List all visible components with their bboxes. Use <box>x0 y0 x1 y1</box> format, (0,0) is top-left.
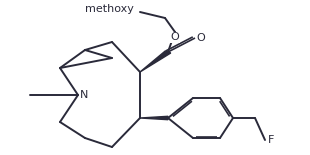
Text: O: O <box>170 32 179 42</box>
Polygon shape <box>140 116 168 120</box>
Text: methoxy: methoxy <box>85 4 134 14</box>
Text: O: O <box>197 33 206 43</box>
Polygon shape <box>140 51 171 72</box>
Text: N: N <box>80 90 88 100</box>
Text: F: F <box>268 135 274 145</box>
